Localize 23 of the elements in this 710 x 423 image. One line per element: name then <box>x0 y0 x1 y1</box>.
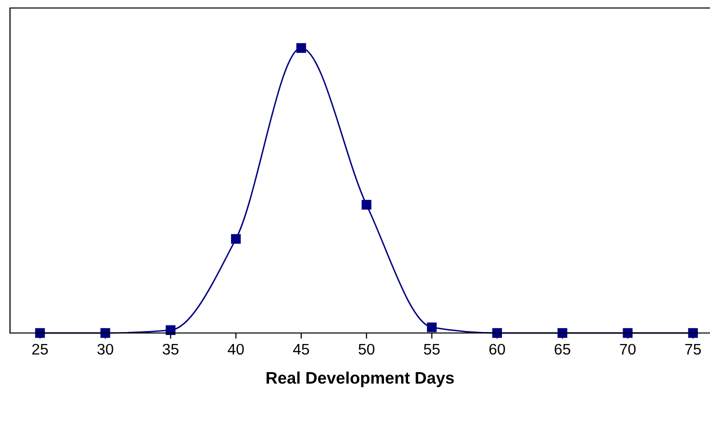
x-tick-label: 75 <box>685 344 701 355</box>
point <box>688 328 698 338</box>
point <box>231 234 241 244</box>
point <box>558 328 568 338</box>
point <box>100 328 110 338</box>
x-tick-label: 50 <box>358 344 374 355</box>
x-tick-label: 65 <box>554 344 570 355</box>
point <box>622 328 633 338</box>
x-axis-title: Real Development Days <box>266 372 454 388</box>
x-tick-label: 60 <box>489 344 505 355</box>
x-tick-label: 25 <box>32 344 48 355</box>
x-tick-label: 70 <box>620 344 636 355</box>
point <box>35 328 45 338</box>
x-tick-label: 40 <box>228 344 244 355</box>
x-tick-label: 55 <box>424 344 440 355</box>
x-tick-label: 35 <box>162 344 178 355</box>
point <box>362 200 372 210</box>
point <box>296 43 306 53</box>
point <box>426 322 437 332</box>
point <box>492 328 502 338</box>
x-tick-label: 30 <box>97 344 114 355</box>
point <box>166 325 176 336</box>
x-tick-label: 45 <box>293 344 310 355</box>
